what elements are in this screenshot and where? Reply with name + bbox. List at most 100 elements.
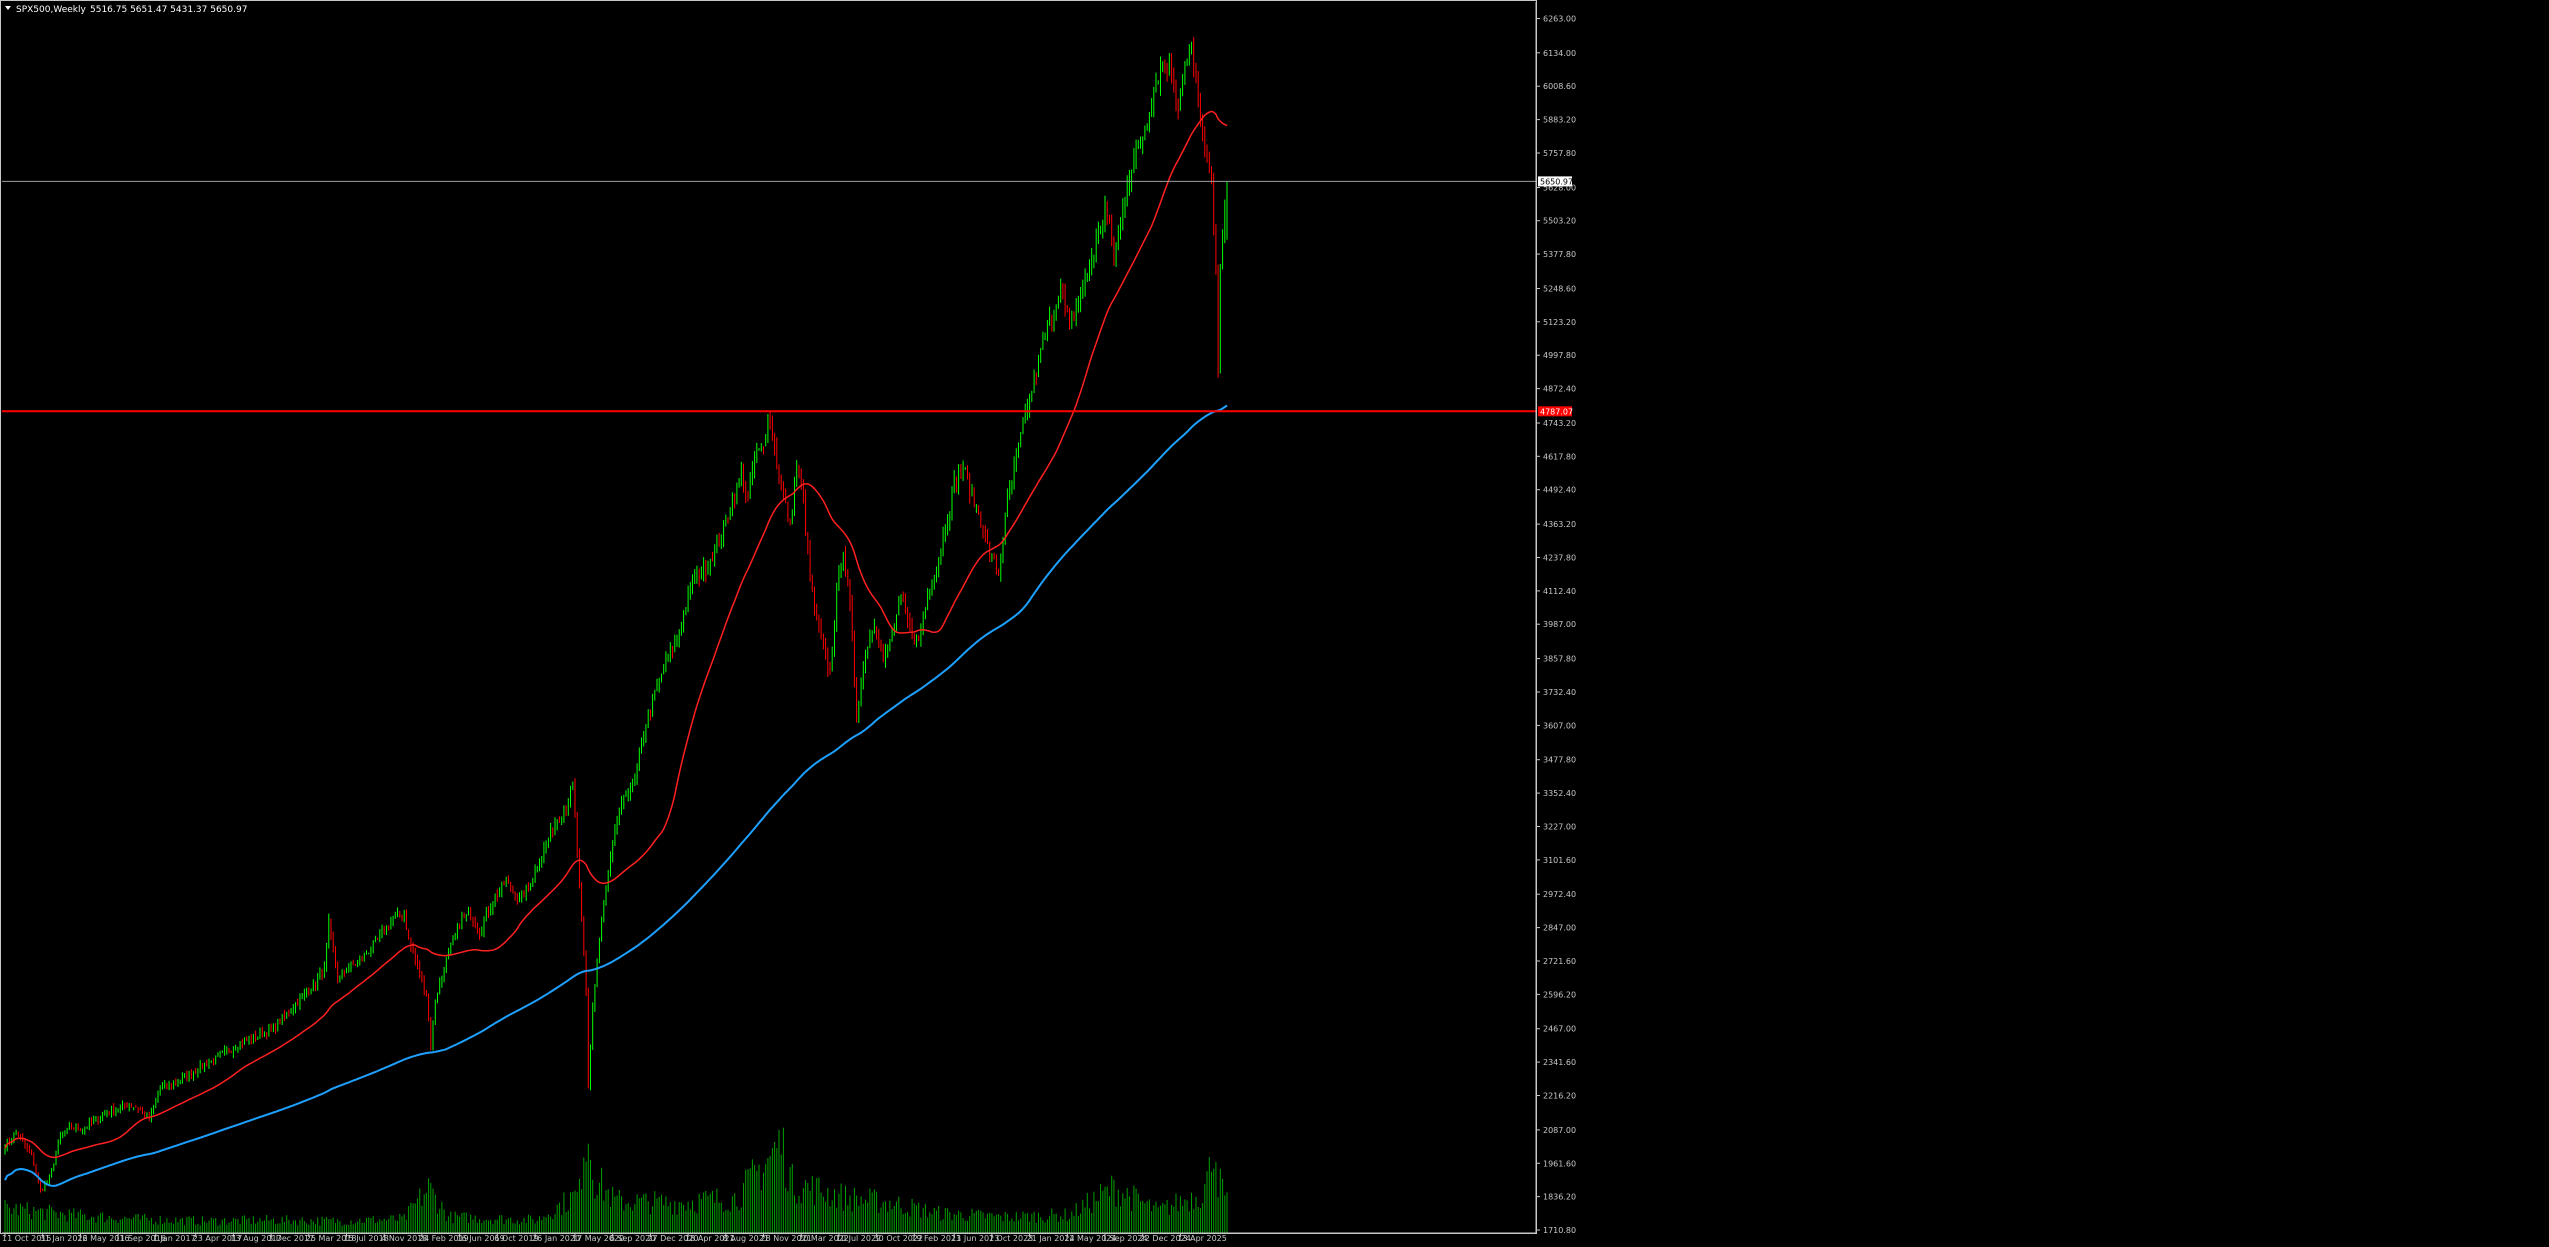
volume-bar [1173,1206,1175,1233]
volume-bar [578,1178,580,1233]
volume-bar [374,1223,376,1233]
x-tick-label: 27 Dec 2020 [647,1234,698,1243]
volume-bar [266,1215,268,1233]
axes: 6263.00 6134.00 6008.60 5883.20 5757.80 5628.… [0,0,1576,1243]
x-tick-label: 13 Aug 2017 [230,1234,281,1243]
volume-bar [115,1220,117,1233]
volume-bar [570,1192,571,1233]
volume-bar [439,1208,441,1233]
x-tick-label: 26 Jan 2020 [532,1234,580,1243]
volume-bar [113,1219,115,1233]
volume-bar [1126,1188,1128,1233]
volume-bar [1080,1213,1082,1233]
volume-bar [272,1218,274,1233]
volume-bar [984,1218,986,1233]
volume-bar [572,1192,574,1233]
volume-bar [541,1219,543,1233]
x-tick-label: 6 Oct 2019 [494,1234,538,1243]
volume-bar [814,1205,815,1233]
y-tick-label: 1961.60 [1543,1159,1576,1168]
volume-bar [740,1207,742,1233]
volume-bar [95,1222,97,1233]
volume-bar [166,1218,168,1233]
volume-bar [465,1212,467,1233]
volume-bar [126,1218,128,1233]
volume-bar [1020,1218,1022,1233]
volume-bar [412,1203,414,1233]
volume-bar [1046,1219,1048,1233]
volume-bar [871,1192,873,1233]
volume-bar [255,1223,257,1233]
volume-bar [246,1219,248,1233]
volume-bar [164,1222,166,1233]
volume-bar [924,1203,926,1233]
volume-bar [117,1223,119,1233]
volume-bar [264,1220,265,1233]
x-tick-label: 1 Jan 2017 [153,1234,196,1243]
volume-bar [175,1217,177,1233]
volume-bar [1148,1199,1150,1233]
volume-bar [616,1195,618,1233]
volume-bar [1122,1193,1124,1233]
volume-bar [754,1165,756,1233]
volume-bar [774,1142,776,1233]
volume-bar [512,1223,514,1233]
volume-bar [244,1215,245,1233]
volume-bar [942,1219,944,1233]
volume-bar [394,1220,396,1233]
volume-bar [470,1214,472,1233]
x-tick-label: 18 Apr 2021 [685,1234,734,1243]
volume-bar [275,1224,277,1233]
volume-bar [694,1211,696,1233]
volume-bar [350,1220,352,1233]
volume-bar [676,1214,678,1233]
volume-bar [1208,1157,1210,1233]
ohlc-label: 5516.75 5651.47 5431.37 5650.97 [90,5,247,15]
volume-bar [51,1207,53,1233]
volume-bar [1179,1196,1181,1233]
volume-bar [48,1204,50,1233]
volume-bar [437,1213,438,1233]
volume-bar [335,1223,336,1233]
volume-bar [84,1214,86,1233]
volume-bar [993,1216,995,1233]
volume-bar [1086,1193,1088,1233]
volume-bar [270,1219,272,1233]
volume-bar [1013,1221,1015,1233]
volume-bar [330,1219,332,1233]
x-tick-label: 22 May 2016 [77,1234,129,1243]
y-tick-label: 5757.80 [1543,149,1576,158]
volume-bar [720,1202,722,1233]
volume-bar [621,1196,622,1233]
volume-bar [643,1194,645,1233]
volume-bar [1184,1199,1186,1233]
volume-bar [907,1212,909,1233]
volume-bar [237,1219,239,1233]
volume-bar [913,1203,915,1233]
volume-bar [712,1191,713,1233]
volume-bar [1100,1184,1102,1233]
volume-bar [1162,1203,1164,1233]
volume-bar [343,1224,345,1233]
volume-bar [1040,1217,1042,1233]
volume-bar [645,1193,647,1233]
x-tick-label: 8 Aug 2021 [723,1234,769,1243]
volume-bar [1146,1201,1148,1233]
dropdown-triangle-icon[interactable] [5,6,11,10]
volume-bar [1038,1212,1039,1233]
volume-bar [736,1206,738,1233]
volume-bar [188,1216,190,1233]
volume-bar [585,1161,587,1233]
volume-bar [1197,1207,1199,1233]
volume-bar [230,1221,232,1233]
volume-bar [366,1217,367,1233]
volume-bar [1097,1201,1099,1233]
x-tick-label: 16 Jun 2019 [457,1234,505,1243]
x-tick-label: 23 Apr 2017 [193,1234,242,1243]
volume-bar [208,1220,210,1233]
volume-bar [1144,1203,1146,1233]
volume-bar [1199,1208,1201,1233]
volume-bar [392,1215,394,1233]
